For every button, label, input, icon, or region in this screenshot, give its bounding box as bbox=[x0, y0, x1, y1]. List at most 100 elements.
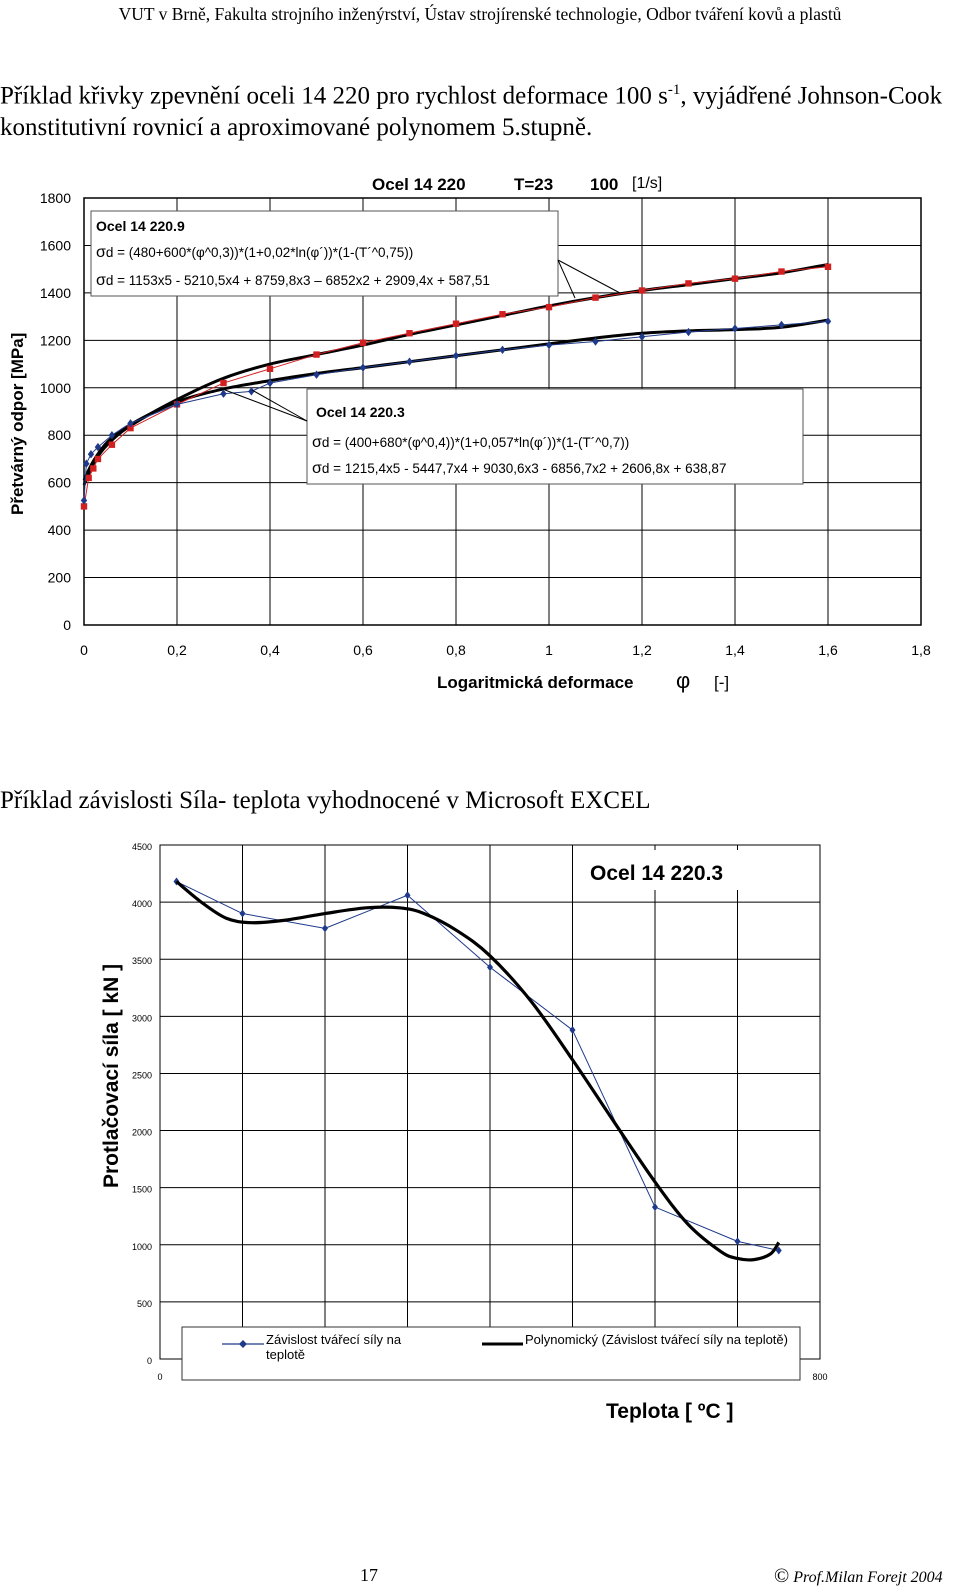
c1-xtick-label: 0,8 bbox=[446, 642, 466, 658]
flow-curve-chart: 0 0,2 0,4 0,6 0,8 1 1,2 1,4 1,6 1,8 0 200 400 600 800 1… bbox=[8, 175, 931, 693]
c1-point-square bbox=[94, 455, 102, 463]
c1-point-diamond bbox=[592, 337, 599, 346]
copyright-symbol: © bbox=[774, 1565, 790, 1587]
c1-ytick-label: 600 bbox=[48, 475, 72, 491]
annotation1-title: Ocel 14 220.9 bbox=[96, 218, 185, 234]
c1-ytick-label: 0 bbox=[63, 617, 71, 633]
chart2-title: Ocel 14 220.3 bbox=[590, 862, 723, 885]
c1-point-square bbox=[731, 275, 739, 282]
c1-point-square bbox=[499, 311, 506, 318]
c1-ytick-label: 800 bbox=[48, 427, 72, 443]
c1-ytick-label: 1200 bbox=[40, 332, 71, 348]
c2-point-diamond bbox=[404, 891, 411, 900]
c1-point-square bbox=[545, 303, 553, 311]
c2-ytick-label: 2000 bbox=[132, 1128, 152, 1138]
c2-ytick-label: 3000 bbox=[132, 1013, 152, 1023]
annotation2-title: Ocel 14 220.3 bbox=[316, 404, 405, 420]
c1-point-diamond bbox=[83, 459, 90, 468]
annotation1-leader bbox=[557, 259, 621, 294]
c1-point-diamond bbox=[220, 389, 227, 398]
c2-xtick-label: 0 bbox=[157, 1372, 162, 1382]
c1-point-square bbox=[220, 379, 227, 387]
c1-point-square bbox=[85, 474, 92, 482]
c1-xtick-label: 1,6 bbox=[818, 642, 838, 658]
c2-point-diamond bbox=[775, 1246, 782, 1255]
chart1-xsymbol: φ bbox=[676, 668, 690, 693]
c1-point-square bbox=[359, 339, 367, 346]
c1-point-square bbox=[778, 268, 785, 275]
c1-ytick-label: 1600 bbox=[40, 237, 71, 253]
c2-ytick-label: 3500 bbox=[132, 956, 152, 966]
annotation2-leader bbox=[224, 389, 308, 422]
c1-point-diamond bbox=[406, 357, 413, 366]
page-number: 17 bbox=[360, 1565, 378, 1585]
c2-ytick-label: 4000 bbox=[132, 899, 152, 909]
c1-point-square bbox=[127, 424, 134, 432]
footer-author: © Prof.Milan Forejt 2004 bbox=[774, 1565, 943, 1588]
c1-point-square bbox=[266, 365, 274, 372]
c1-point-diamond bbox=[685, 327, 692, 337]
c1-point-diamond bbox=[80, 496, 88, 505]
figure-caption-1: Příklad křivky zpevnění oceli 14 220 pro… bbox=[0, 74, 960, 144]
c1-ytick-label: 1800 bbox=[40, 190, 71, 206]
caption1-part1: Příklad křivky zpevnění oceli 14 220 pro… bbox=[0, 82, 668, 110]
legend-marker-diamond bbox=[239, 1340, 247, 1348]
chart2-series bbox=[173, 877, 782, 1262]
annotation1-leader-2 bbox=[557, 259, 576, 299]
c1-point-square bbox=[90, 465, 97, 472]
c1-ytick-label: 200 bbox=[48, 570, 72, 586]
c2-point-diamond bbox=[239, 909, 246, 918]
c1-point-square bbox=[638, 287, 646, 294]
c1-series-line-2 bbox=[83, 320, 829, 501]
figure-caption-2: Příklad závislosti Síla- teplota vyhodno… bbox=[0, 787, 651, 814]
legend-label-fit: Polynomický (Závislost tvářecí síly na t… bbox=[525, 1332, 788, 1347]
chart1-series bbox=[80, 262, 832, 510]
annotation2-eq2: σd = 1215,4x5 - 5447,7x4 + 9030,6x3 - 68… bbox=[312, 460, 726, 477]
chart1-xlabel: Logaritmická deformace bbox=[437, 673, 634, 692]
caption1-part2: , vyjádřené Johnson-Cook konstitutivní r… bbox=[0, 82, 943, 142]
c1-point-square bbox=[80, 503, 88, 510]
c2-ytick-label: 500 bbox=[137, 1299, 152, 1309]
c2-ytick-label: 4500 bbox=[132, 842, 152, 852]
c2-poly-fit-line bbox=[175, 880, 781, 1262]
c1-point-diamond bbox=[731, 324, 739, 333]
c1-xtick-label: 1,2 bbox=[632, 642, 652, 658]
c2-point-diamond bbox=[652, 1203, 658, 1212]
c2-point-diamond bbox=[322, 924, 328, 933]
chart1-title-rate: 100 bbox=[590, 175, 618, 194]
c2-point-diamond bbox=[487, 963, 493, 972]
c2-ytick-label: 0 bbox=[147, 1356, 152, 1366]
c1-point-diamond bbox=[108, 431, 116, 440]
c2-xtick-label: 800 bbox=[812, 1372, 827, 1382]
chart1-title-temp: T=23 bbox=[514, 175, 553, 194]
c1-point-diamond bbox=[359, 363, 367, 372]
c1-xtick-label: 0 bbox=[80, 642, 88, 658]
c1-ytick-label: 1400 bbox=[40, 285, 71, 301]
c1-ytick-label: 1000 bbox=[40, 380, 71, 396]
page-header: VUT v Brně, Fakulta strojního inženýrstv… bbox=[118, 4, 842, 24]
legend-label-data: Závislost tvářecí síly na teplotě bbox=[266, 1332, 402, 1362]
chart2-legend: Závislost tvářecí síly na teplotě Polyno… bbox=[181, 1326, 801, 1381]
c1-point-square bbox=[406, 330, 413, 337]
c1-xtick-label: 1,4 bbox=[725, 642, 745, 658]
c1-point-diamond bbox=[545, 340, 553, 350]
c1-point-diamond bbox=[266, 378, 274, 388]
c1-point-square bbox=[592, 294, 599, 301]
c1-point-square bbox=[824, 263, 832, 270]
chart2-title-box: Ocel 14 220.3 bbox=[586, 850, 756, 890]
annotation1-eq1: σd = (480+600*(φ^0,3))*(1+0,02*ln(φ´))*(… bbox=[96, 244, 413, 261]
annotation-14220-9: Ocel 14 220.9 σd = (480+600*(φ^0,3))*(1+… bbox=[90, 210, 559, 297]
chart2-xlabel: Teplota [ ºC ] bbox=[606, 1400, 733, 1423]
c1-point-diamond bbox=[824, 317, 832, 326]
force-temperature-chart: 0100200300400500600700800050010001500200… bbox=[100, 842, 828, 1423]
chart1-xunit: [-] bbox=[714, 673, 729, 692]
c1-point-diamond bbox=[313, 370, 320, 379]
annotation2-eq1: σd = (400+680*(φ^0,4))*(1+0,057*ln(φ´))*… bbox=[312, 434, 629, 451]
c2-ytick-label: 1500 bbox=[132, 1185, 152, 1195]
c1-xtick-label: 0,4 bbox=[260, 642, 280, 658]
c1-point-square bbox=[313, 351, 320, 358]
c2-ytick-label: 2500 bbox=[132, 1070, 152, 1080]
c1-point-diamond bbox=[87, 450, 95, 459]
c2-point-diamond bbox=[569, 1026, 576, 1035]
chart1-title-material: Ocel 14 220 bbox=[372, 175, 466, 194]
